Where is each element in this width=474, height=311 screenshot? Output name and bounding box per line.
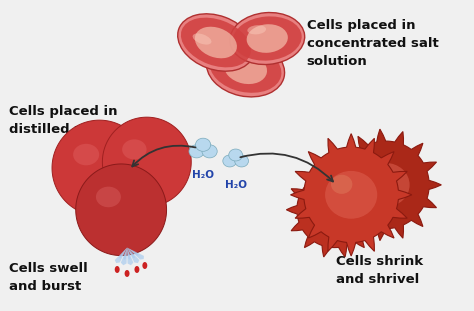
Ellipse shape: [223, 155, 237, 167]
Polygon shape: [102, 117, 191, 207]
Polygon shape: [286, 163, 383, 257]
Polygon shape: [127, 248, 144, 260]
Polygon shape: [52, 120, 147, 216]
Ellipse shape: [247, 25, 266, 35]
Text: H₂O: H₂O: [192, 170, 214, 180]
Polygon shape: [127, 248, 139, 263]
Ellipse shape: [73, 144, 99, 165]
Ellipse shape: [96, 187, 121, 207]
Ellipse shape: [142, 262, 147, 269]
Ellipse shape: [189, 145, 204, 158]
Polygon shape: [119, 248, 127, 258]
Ellipse shape: [125, 270, 129, 277]
Ellipse shape: [230, 12, 305, 64]
Polygon shape: [331, 129, 441, 241]
Ellipse shape: [233, 16, 301, 61]
Text: Cells placed in
distilled water: Cells placed in distilled water: [9, 105, 117, 136]
Polygon shape: [291, 134, 412, 256]
Polygon shape: [127, 248, 139, 256]
Text: Cells shrink
and shrivel: Cells shrink and shrivel: [337, 255, 423, 285]
Ellipse shape: [314, 191, 355, 229]
Ellipse shape: [319, 194, 335, 209]
Polygon shape: [76, 164, 166, 256]
Ellipse shape: [115, 266, 119, 273]
Ellipse shape: [325, 171, 377, 219]
Ellipse shape: [331, 175, 352, 194]
Ellipse shape: [195, 138, 210, 151]
Ellipse shape: [210, 44, 282, 93]
Ellipse shape: [224, 53, 267, 84]
Ellipse shape: [246, 24, 288, 53]
Polygon shape: [127, 248, 133, 265]
Ellipse shape: [122, 139, 146, 160]
Ellipse shape: [178, 14, 254, 71]
Ellipse shape: [135, 266, 139, 273]
Polygon shape: [127, 248, 135, 258]
Ellipse shape: [362, 163, 410, 207]
Polygon shape: [121, 248, 127, 265]
Text: Cells placed in
concentrated salt
solution: Cells placed in concentrated salt soluti…: [307, 19, 438, 67]
Ellipse shape: [195, 27, 237, 58]
Ellipse shape: [367, 166, 387, 184]
Ellipse shape: [207, 40, 284, 97]
Text: H₂O: H₂O: [225, 180, 246, 190]
Ellipse shape: [202, 145, 217, 158]
Polygon shape: [115, 248, 127, 263]
Ellipse shape: [192, 34, 211, 44]
Polygon shape: [127, 248, 130, 260]
Polygon shape: [124, 248, 127, 260]
Ellipse shape: [181, 18, 251, 67]
Ellipse shape: [222, 58, 242, 68]
Ellipse shape: [235, 155, 248, 167]
Ellipse shape: [229, 149, 243, 161]
Text: Cells swell
and burst: Cells swell and burst: [9, 262, 87, 293]
